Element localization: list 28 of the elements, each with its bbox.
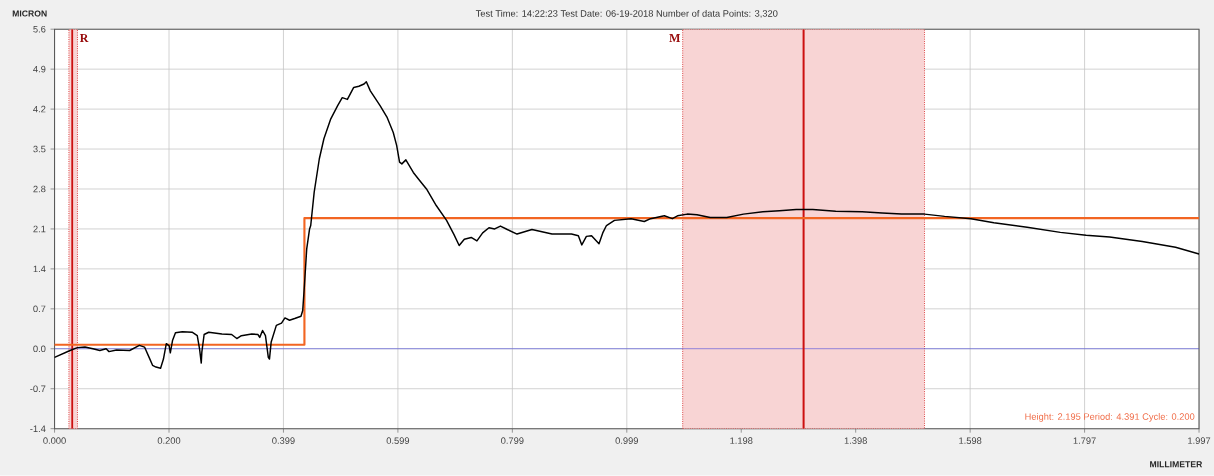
x-tick-label: 1.198 <box>730 437 753 445</box>
band-label: M <box>669 34 681 43</box>
x-tick-label: 0.999 <box>615 437 638 445</box>
annotation: Height: 2.195 Period: 4.391 Cycle: 0.200 <box>1025 413 1195 423</box>
x-tick-label: 0.200 <box>157 437 181 445</box>
y-tick-label: 4.9 <box>33 66 46 73</box>
y-tick-label: 0.7 <box>33 305 46 313</box>
y-axis-title: MICRON <box>12 10 47 17</box>
y-tick-label: 2.1 <box>33 225 46 233</box>
y-tick-label: 1.4 <box>33 265 46 273</box>
y-tick-label: 3.5 <box>33 146 46 153</box>
y-tick-label: -0.7 <box>30 385 46 393</box>
y-tick-label: 5.6 <box>33 26 46 33</box>
x-tick-label: 0.000 <box>43 437 66 445</box>
x-tick-label: 0.799 <box>501 437 524 445</box>
chart-title: Test Time: 14:22:23 Test Date: 06-19-2018 Number of data Points: 3,320 <box>475 10 778 19</box>
x-tick-label: 1.797 <box>1073 437 1096 445</box>
y-tick-label: 4.2 <box>33 106 46 113</box>
x-tick-label: 1.997 <box>1188 437 1211 445</box>
y-tick-label: 2.8 <box>33 185 46 193</box>
x-tick-label: 1.398 <box>844 437 867 445</box>
band-label: R <box>79 34 89 43</box>
y-tick-label: 0.0 <box>33 345 46 353</box>
x-tick-label: 1.598 <box>959 437 982 445</box>
y-tick-label: -1.4 <box>30 425 46 433</box>
x-axis-title: MILLIMETER <box>1150 461 1203 468</box>
x-tick-label: 0.399 <box>272 437 295 445</box>
x-tick-label: 0.599 <box>386 437 410 445</box>
